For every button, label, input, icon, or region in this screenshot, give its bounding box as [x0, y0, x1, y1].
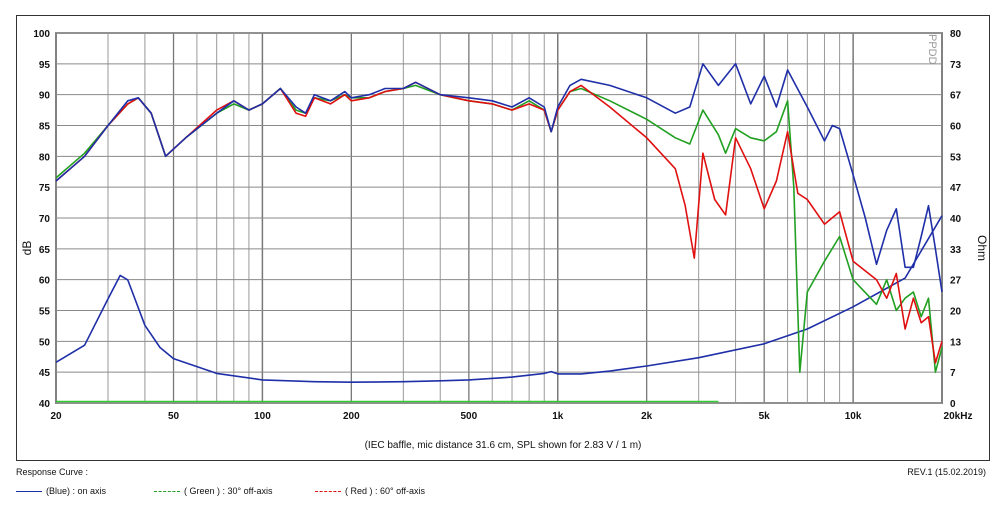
- x-tick-label: 10k: [845, 411, 862, 422]
- y-tick-label-right: 53: [950, 152, 962, 163]
- x-tick-label: 50: [168, 411, 180, 422]
- x-tick-label: 200: [343, 411, 360, 422]
- y-tick-label-left: 70: [39, 214, 51, 225]
- legend-item-green: ( Green ) : 30° off-axis: [154, 486, 272, 496]
- y-tick-label-right: 73: [950, 60, 962, 71]
- legend-swatch-blue: [16, 490, 42, 492]
- legend-label-green: ( Green ) : 30° off-axis: [184, 486, 273, 496]
- y-tick-label-left: 65: [39, 245, 51, 256]
- y-axis-label-left: dB: [20, 241, 34, 256]
- frequency-response-chart: 40 45 50 55 60 65 70 75 80 85 90 95 100 0 7 13 20 27 33 40…: [20, 29, 989, 451]
- y-tick-label-left: 80: [39, 152, 51, 163]
- y-tick-label-right: 33: [950, 245, 962, 256]
- right-axis-ticks: 0 7 13 20 27 33 40 47 53 60 67 73 80: [950, 29, 962, 410]
- y-tick-label-right: 27: [950, 276, 962, 287]
- y-tick-label-right: 0: [950, 399, 956, 410]
- series-line-on-axis: [55, 63, 943, 293]
- y-tick-label-left: 45: [39, 368, 51, 379]
- watermark-text: PPDD: [926, 34, 938, 65]
- y-tick-label-right: 13: [950, 337, 962, 348]
- y-tick-label-left: 55: [39, 307, 51, 318]
- legend-label-red: ( Red ) : 60° off-axis: [345, 486, 425, 496]
- legend-item-blue: (Blue) : on axis: [16, 486, 106, 496]
- chart-frame: 40 45 50 55 60 65 70 75 80 85 90 95 100 0 7 13 20 27 33 40…: [16, 15, 990, 461]
- y-tick-label-left: 85: [39, 122, 51, 133]
- x-tick-label: 5k: [759, 411, 771, 422]
- legend-swatch-green: [154, 490, 180, 492]
- revision-label: REV.1 (15.02.2019): [907, 467, 986, 477]
- legend-item-red: ( Red ) : 60° off-axis: [315, 486, 425, 496]
- y-tick-label-left: 60: [39, 276, 51, 287]
- y-tick-label-right: 80: [950, 29, 962, 40]
- y-tick-label-left: 50: [39, 337, 51, 348]
- grid: [55, 32, 943, 404]
- left-axis-ticks: 40 45 50 55 60 65 70 75 80 85 90 95 100: [33, 29, 50, 410]
- legend-label-blue: (Blue) : on axis: [46, 486, 107, 496]
- x-tick-label: 1k: [552, 411, 564, 422]
- x-tick-label: 100: [254, 411, 271, 422]
- y-tick-label-right: 47: [950, 183, 962, 194]
- series: [55, 63, 943, 383]
- x-tick-label: 2k: [641, 411, 653, 422]
- legend-swatch-red: [315, 490, 341, 492]
- x-tick-label: 500: [461, 411, 478, 422]
- y-tick-label-left: 100: [33, 29, 50, 40]
- y-tick-label-left: 75: [39, 183, 51, 194]
- y-tick-label-right: 20: [950, 307, 962, 318]
- x-axis-ticks: 20 50 100 200 500 1k 2k 5k 10k 20kHz: [50, 411, 972, 422]
- y-axis-label-right: Ohm: [975, 235, 989, 261]
- chart-footnote: (IEC baffle, mic distance 31.6 cm, SPL s…: [365, 440, 642, 451]
- legend-title: Response Curve :: [16, 467, 89, 477]
- series-line-impedance: [55, 215, 943, 383]
- y-tick-label-right: 40: [950, 214, 962, 225]
- y-tick-label-left: 90: [39, 91, 51, 102]
- y-tick-label-left: 40: [39, 399, 51, 410]
- y-tick-label-left: 95: [39, 60, 51, 71]
- y-tick-label-right: 60: [950, 122, 962, 133]
- y-tick-label-right: 7: [950, 368, 956, 379]
- y-tick-label-right: 67: [950, 91, 962, 102]
- x-tick-label: 20kHz: [944, 411, 973, 422]
- x-tick-label: 20: [50, 411, 62, 422]
